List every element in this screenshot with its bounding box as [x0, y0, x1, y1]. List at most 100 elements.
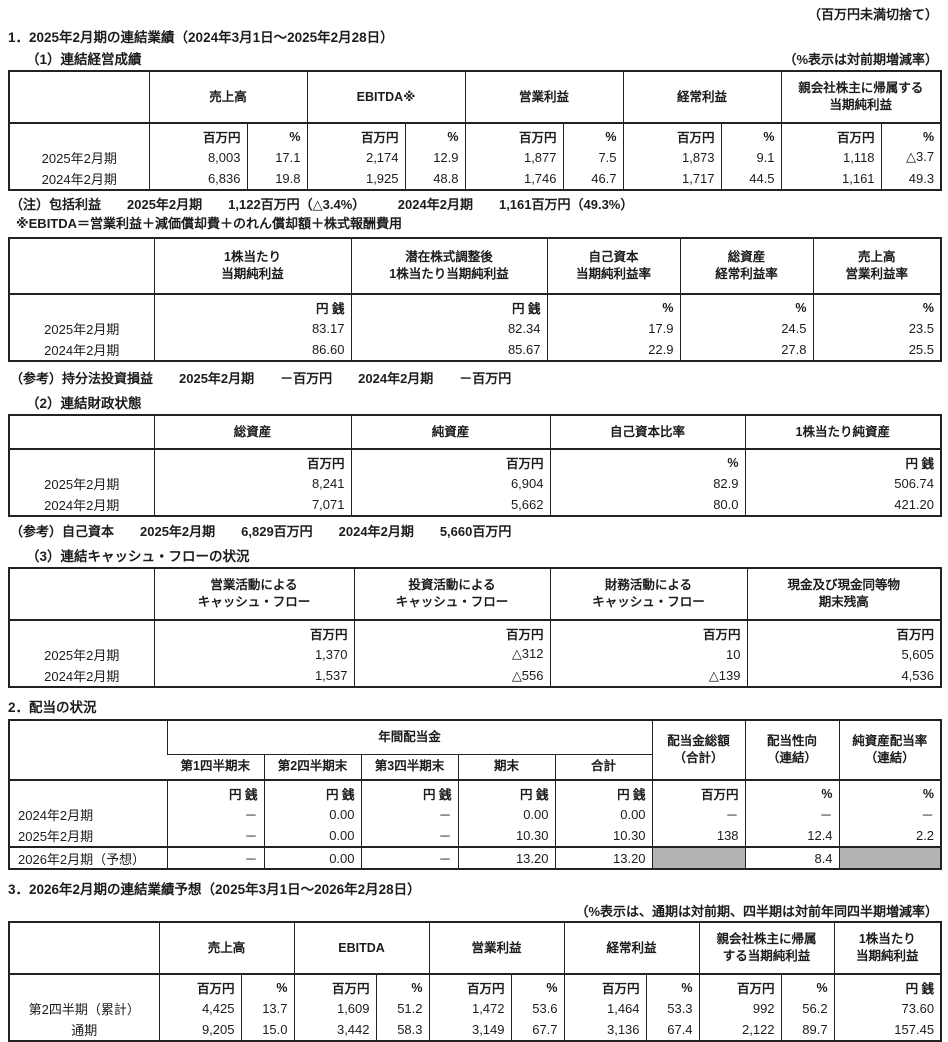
- table-header-row: 1株当たり 当期純利益 潜在株式調整後 1株当たり当期純利益 自己資本 当期純利…: [9, 238, 941, 295]
- data-cell: 8.4: [744, 846, 840, 869]
- data-cell: 4,425: [158, 997, 241, 1019]
- data-cell: 157.45: [833, 1019, 942, 1041]
- unit-cell: 百万円: [780, 123, 882, 146]
- table-row: 2024年2月期 － 0.00 － 0.00 0.00 － － －: [9, 803, 942, 825]
- section1-1-title: （1）連結経営成績: [26, 52, 142, 67]
- col-header-operating-margin: 売上高 営業利益率: [812, 238, 941, 295]
- data-cell: 73.60: [833, 997, 942, 1019]
- data-cell: 1,873: [622, 146, 722, 168]
- unit-cell: 百万円: [148, 123, 247, 146]
- data-cell: 13.7: [240, 997, 295, 1019]
- col-header-year-end: 期末: [457, 754, 555, 781]
- unit-row: 百万円 百万円 % 円 銭: [9, 449, 941, 472]
- table-row: 2025年2月期 1,370 △312 10 5,605: [9, 643, 941, 665]
- data-cell: 12.9: [404, 146, 466, 168]
- col-header-roe: 自己資本 当期純利益率: [546, 238, 680, 295]
- col-header-equity-ratio: 自己資本比率: [549, 415, 745, 450]
- unit-cell: 百万円: [698, 974, 782, 997]
- empty-corner-cell: [9, 568, 154, 621]
- unit-cell: 百万円: [153, 449, 351, 472]
- unit-cell: 円 銭: [350, 294, 547, 317]
- consolidated-results-table: 売上高 EBITDA※ 営業利益 経常利益 親会社株主に帰属する 当期純利益 百…: [8, 70, 943, 191]
- empty-corner-cell: [9, 238, 154, 295]
- data-cell: 51.2: [375, 997, 430, 1019]
- data-cell: 0.00: [263, 846, 361, 869]
- data-cell: 13.20: [457, 846, 555, 869]
- data-cell: 1,925: [306, 168, 406, 190]
- empty-cell: [9, 974, 159, 997]
- unit-cell: %: [510, 974, 565, 997]
- empty-cell: [9, 294, 154, 317]
- data-cell: 0.00: [554, 803, 653, 825]
- col-header-payout-ratio: 配当性向 （連結）: [744, 720, 840, 781]
- data-cell: 86.60: [153, 339, 351, 361]
- section1-1-header: （1）連結経営成績 （%表示は対前期増減率）: [8, 48, 940, 68]
- unit-row: 円 銭 円 銭 円 銭 円 銭 円 銭 百万円 % %: [9, 780, 942, 803]
- data-cell: 3,149: [428, 1019, 512, 1041]
- col-header-sales: 売上高: [158, 922, 295, 975]
- comprehensive-income-note: （注）包括利益 2025年2月期 1,122百万円（△3.4%） 2024年2月…: [10, 197, 634, 212]
- col-header-financing-cf: 財務活動による キャッシュ・フロー: [549, 568, 747, 621]
- data-cell: 421.20: [744, 494, 941, 516]
- data-cell: 58.3: [375, 1019, 430, 1041]
- unit-cell: %: [562, 123, 624, 146]
- col-header-operating-profit: 営業利益: [428, 922, 565, 975]
- unit-cell: %: [549, 449, 745, 472]
- table-row-forecast: 2026年2月期（予想） － 0.00 － 13.20 13.20 8.4: [9, 846, 942, 869]
- unit-cell: %: [780, 974, 835, 997]
- empty-cell: [9, 620, 154, 643]
- table-header-row: 総資産 純資産 自己資本比率 1株当たり純資産: [9, 415, 941, 450]
- unit-cell: %: [812, 294, 941, 317]
- col-header-dividend-on-equity: 純資産配当率 （連結）: [838, 720, 942, 781]
- section1-3-header: （3）連結キャッシュ・フローの状況: [8, 545, 940, 565]
- unit-cell: 百万円: [428, 974, 512, 997]
- per-share-table: 1株当たり 当期純利益 潜在株式調整後 1株当たり当期純利益 自己資本 当期純利…: [8, 237, 942, 362]
- unit-cell: %: [375, 974, 430, 997]
- data-cell: －: [838, 803, 942, 825]
- col-header-q3-end: 第3四半期末: [360, 754, 458, 781]
- section1-1-pct-note: （%表示は対前期増減率）: [783, 52, 938, 67]
- table-header-row: 営業活動による キャッシュ・フロー 投資活動による キャッシュ・フロー 財務活動…: [9, 568, 941, 621]
- data-cell: 1,161: [780, 168, 882, 190]
- data-cell: 9,205: [158, 1019, 241, 1041]
- data-cell: 15.0: [240, 1019, 295, 1041]
- data-cell: △556: [353, 665, 550, 687]
- unit-row: 百万円% 百万円% 百万円% 百万円% 百万円% 円 銭: [9, 974, 942, 997]
- unit-cell: %: [546, 294, 680, 317]
- data-cell: 53.6: [510, 997, 565, 1019]
- col-header-operating-cf: 営業活動による キャッシュ・フロー: [153, 568, 354, 621]
- section1-2-header: （2）連結財政状態: [8, 392, 940, 412]
- data-cell: 1,609: [293, 997, 377, 1019]
- empty-corner-cell: [9, 720, 167, 781]
- col-header-ordinary-profit: 経常利益: [622, 71, 782, 124]
- data-cell: 6,836: [148, 168, 247, 190]
- empty-corner-cell: [9, 71, 149, 124]
- row-label: 2025年2月期: [44, 321, 120, 337]
- data-cell: 1,717: [622, 168, 722, 190]
- empty-cell: [9, 449, 154, 472]
- data-cell: 27.8: [679, 339, 813, 361]
- col-header-total-dividends: 配当金総額 （合計）: [651, 720, 746, 781]
- col-header-ebitda: EBITDA: [293, 922, 430, 975]
- data-cell: 67.7: [510, 1019, 565, 1041]
- empty-cell: [9, 780, 167, 803]
- unit-row: 百万円 百万円 百万円 百万円: [9, 620, 941, 643]
- data-cell: 46.7: [562, 168, 624, 190]
- data-cell: 0.00: [263, 803, 361, 825]
- data-cell: 67.4: [645, 1019, 700, 1041]
- data-cell: 992: [698, 997, 782, 1019]
- unit-cell: %: [404, 123, 466, 146]
- data-cell: 3,442: [293, 1019, 377, 1041]
- data-cell-na: [838, 846, 942, 869]
- unit-cell: 百万円: [549, 620, 747, 643]
- table-subheader-row: 第1四半期末 第2四半期末 第3四半期末 期末 合計: [9, 754, 941, 781]
- table-header-row: 売上高 EBITDA※ 営業利益 経常利益 親会社株主に帰属する 当期純利益: [9, 71, 942, 124]
- section1-3-title: （3）連結キャッシュ・フローの状況: [26, 549, 250, 564]
- data-cell: －: [166, 803, 264, 825]
- row-label: 2024年2月期: [44, 498, 120, 513]
- data-cell: －: [651, 803, 746, 825]
- unit-cell: %: [838, 780, 942, 803]
- ebitda-definition-note: ※EBITDA＝営業利益＋減価償却費＋のれん償却額＋株式報酬費用: [16, 216, 403, 231]
- table-row: 2024年2月期 86.60 85.67 22.9 27.8 25.5: [9, 339, 941, 361]
